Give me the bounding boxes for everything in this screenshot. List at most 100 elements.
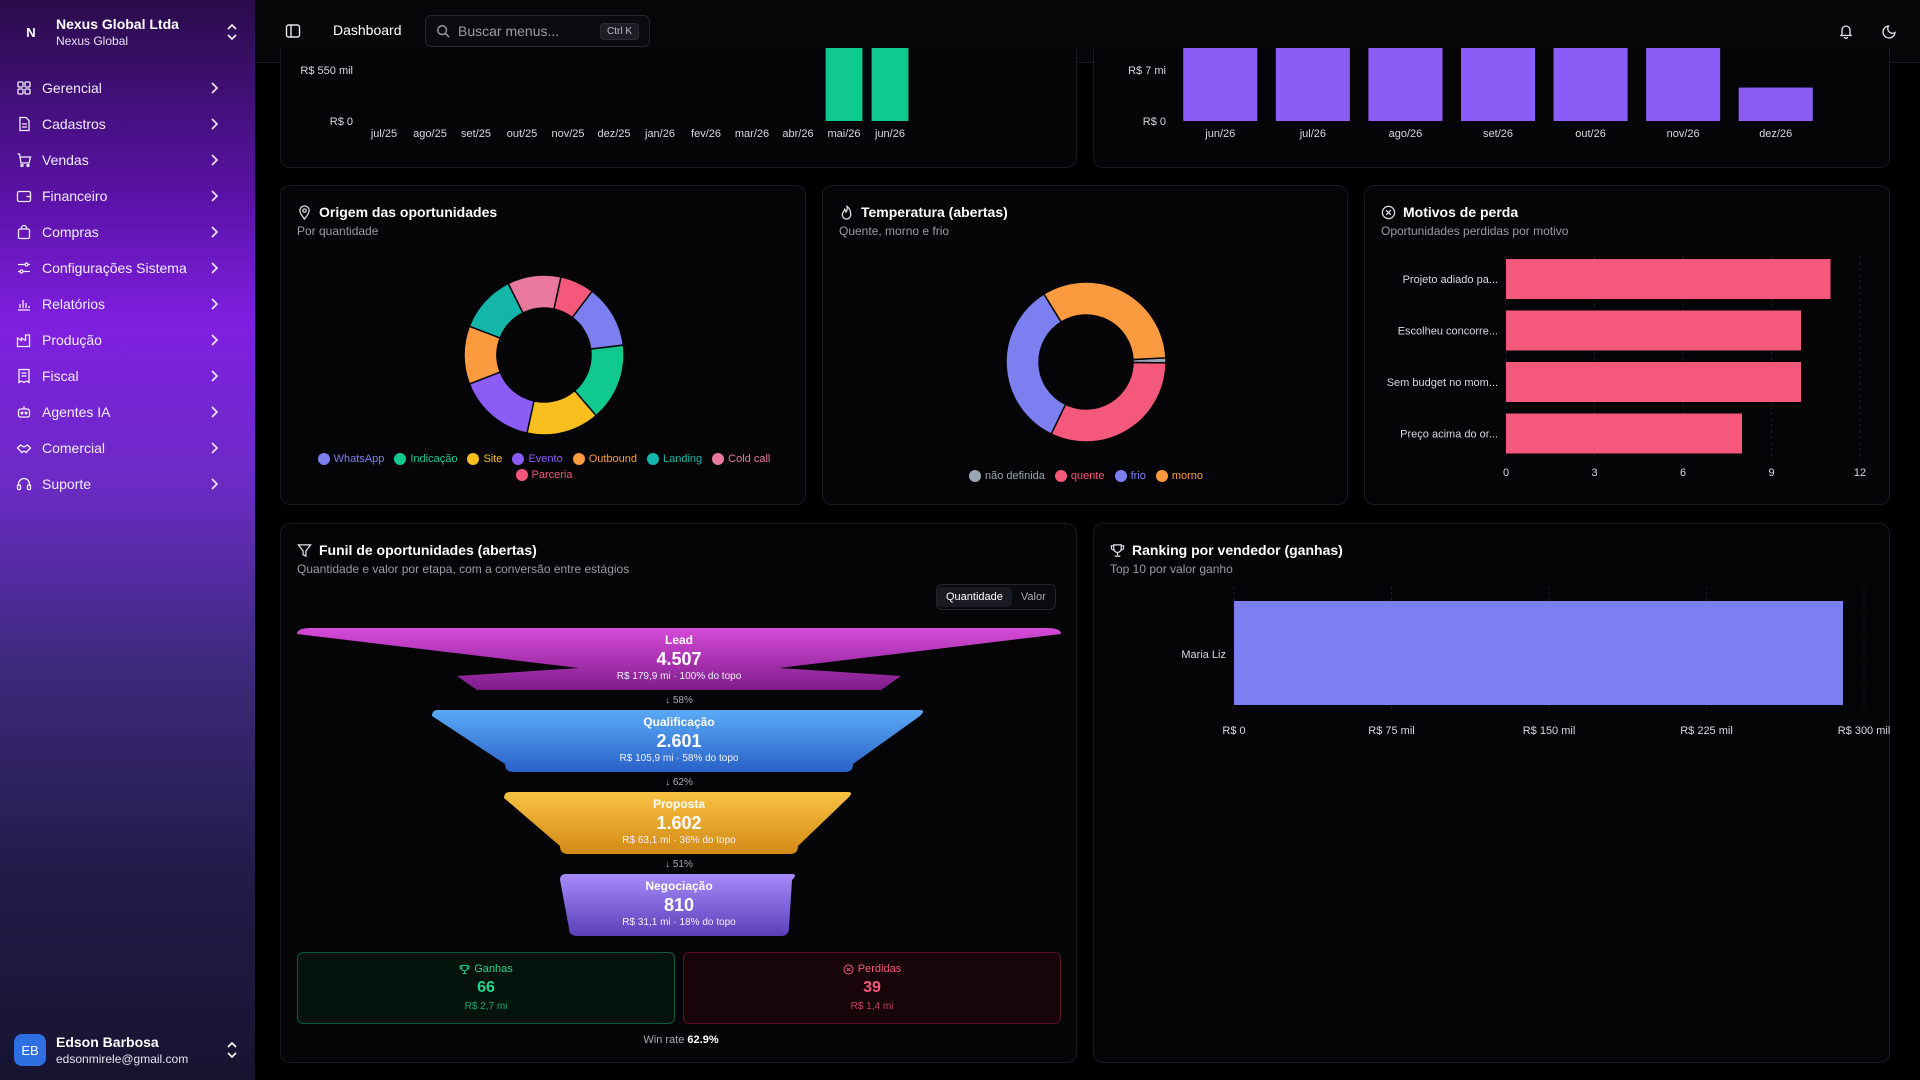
legend-item[interactable]: Outbound bbox=[572, 453, 637, 465]
flame-icon bbox=[841, 204, 852, 220]
legend-item[interactable]: não definida bbox=[968, 470, 1045, 482]
stage-conversion: ↓ 58% bbox=[665, 695, 693, 706]
bar bbox=[1553, 48, 1628, 121]
funnel-title-text: Funil de oportunidades (abertas) bbox=[319, 542, 537, 558]
funnel-stage[interactable] bbox=[504, 792, 851, 854]
bar bbox=[1368, 48, 1443, 121]
legend-label: frio bbox=[1130, 470, 1146, 482]
sidebar-item-fiscal[interactable]: Fiscal bbox=[8, 358, 240, 394]
legend-item[interactable]: Indicação bbox=[394, 453, 457, 465]
x-tick-label: nov/26 bbox=[1667, 128, 1700, 140]
legend-item[interactable]: Landing bbox=[647, 453, 702, 465]
bar bbox=[1506, 310, 1801, 351]
won-box: Ganhas 66 R$ 2,7 mi bbox=[297, 952, 675, 1024]
y-tick-label: R$ 0 bbox=[330, 116, 353, 128]
sidebar-item-gerencial[interactable]: Gerencial bbox=[8, 70, 240, 106]
headset-icon bbox=[16, 477, 32, 491]
temperature-card: Temperatura (abertas) Quente, morno e fr… bbox=[822, 185, 1348, 505]
win-rate-value: 62.9% bbox=[687, 1034, 719, 1046]
chevron-right-icon bbox=[211, 298, 219, 310]
x-tick-label: jan/26 bbox=[644, 128, 675, 140]
funnel-stage[interactable] bbox=[432, 710, 923, 772]
legend-item[interactable]: WhatsApp bbox=[317, 453, 384, 465]
sidebar-item-agentes-ia[interactable]: Agentes IA bbox=[8, 394, 240, 430]
chevron-right-icon bbox=[211, 442, 219, 454]
funnel-stage-label: Qualificação 2.601 R$ 105,9 mi · 58% do to… bbox=[529, 715, 829, 764]
bar bbox=[1506, 362, 1801, 402]
x-tick-label: R$ 75 mil bbox=[1368, 725, 1414, 737]
sidebar-item-comercial[interactable]: Comercial bbox=[8, 430, 240, 466]
legend-swatch bbox=[515, 469, 528, 481]
sidebar-item-label: Gerencial bbox=[42, 80, 102, 96]
stage-value: 1.602 bbox=[656, 813, 702, 833]
x-circle-icon bbox=[1381, 205, 1396, 219]
legend-swatch bbox=[394, 453, 407, 465]
moon-icon[interactable] bbox=[1882, 23, 1898, 39]
legend-item[interactable]: Cold call bbox=[712, 453, 770, 465]
funnel-stage[interactable] bbox=[297, 628, 1061, 690]
pie-slice bbox=[553, 275, 594, 319]
win-rate-label: Win rate bbox=[643, 1034, 685, 1046]
won-label: Ganhas bbox=[474, 963, 513, 975]
bar bbox=[1183, 48, 1258, 121]
sidebar-item-label: Suporte bbox=[42, 476, 92, 492]
legend-label: Parceria bbox=[531, 469, 573, 481]
pie-slice bbox=[468, 371, 535, 435]
chevron-right-icon bbox=[211, 82, 219, 94]
legend-label: Evento bbox=[528, 453, 563, 465]
x-tick-label: jun/26 bbox=[874, 128, 905, 140]
sidebar-nav: Gerencial Cadastros Vendas Financeiro Compra… bbox=[8, 70, 240, 502]
ranking-title: Ranking por vendedor (ganhas) bbox=[1110, 542, 1343, 558]
toggle-value[interactable]: Valor bbox=[1020, 591, 1046, 603]
sidebar-item-financeiro[interactable]: Financeiro bbox=[8, 178, 240, 214]
x-circle-icon bbox=[843, 964, 854, 974]
sidebar-item-suporte[interactable]: Suporte bbox=[8, 466, 240, 502]
stage-meta: R$ 179,9 mi · 100% do topo bbox=[616, 671, 742, 682]
sidebar-item-produ-o[interactable]: Produção bbox=[8, 322, 240, 358]
sidebar-item-vendas[interactable]: Vendas bbox=[8, 142, 240, 178]
y-tick-label: R$ 0 bbox=[1143, 116, 1166, 128]
monthly-bar-chart-card: jul/25 ago/25 set/25 out/25 nov/25 dez/25 jan/… bbox=[280, 48, 1077, 168]
y-tick-label: Sem budget no mom... bbox=[1387, 377, 1498, 389]
stage-name: Lead bbox=[664, 633, 693, 647]
user-menu[interactable]: EB Edson Barbosa edsonmirele@gmail.com bbox=[14, 1030, 240, 1070]
forecast-bar-chart: jun/26 jul/26 ago/26 set/26 out/26 nov/26 dez/… bbox=[1128, 48, 1813, 140]
legend-item[interactable]: morno bbox=[1155, 470, 1203, 482]
sidebar-item-compras[interactable]: Compras bbox=[8, 214, 240, 250]
origin-subtitle: Por quantidade bbox=[297, 224, 379, 238]
chevron-right-icon bbox=[211, 118, 219, 130]
x-tick-label: out/26 bbox=[1575, 128, 1606, 140]
search-input[interactable]: Buscar menus... Ctrl K bbox=[425, 15, 650, 47]
funnel-stage-label: Negociação 810 R$ 31,1 mi · 18% do topo bbox=[529, 879, 829, 928]
x-tick-label: R$ 225 mil bbox=[1680, 725, 1733, 737]
temperature-title-text: Temperatura (abertas) bbox=[861, 204, 1008, 220]
legend-swatch bbox=[647, 453, 660, 465]
legend-swatch bbox=[512, 453, 525, 465]
stage-name: Proposta bbox=[652, 797, 705, 811]
sidebar-item-relat-rios[interactable]: Relatórios bbox=[8, 286, 240, 322]
search-placeholder: Buscar menus... bbox=[458, 23, 560, 39]
funnel-stage[interactable] bbox=[560, 874, 795, 936]
bell-icon[interactable] bbox=[1838, 23, 1854, 39]
sidebar-item-cadastros[interactable]: Cadastros bbox=[8, 106, 240, 142]
org-switcher[interactable]: N Nexus Global Ltda Nexus Global bbox=[14, 12, 240, 52]
legend-item[interactable]: Evento bbox=[512, 453, 563, 465]
y-tick-label: Maria Liz bbox=[1181, 649, 1226, 661]
sidebar-toggle-icon[interactable] bbox=[285, 23, 301, 39]
legend-swatch bbox=[1155, 470, 1168, 482]
legend-item[interactable]: frio bbox=[1114, 470, 1146, 482]
toggle-quantity[interactable]: Quantidade bbox=[937, 587, 1012, 607]
legend-item[interactable]: quente bbox=[1054, 470, 1105, 482]
user-name: Edson Barbosa bbox=[56, 1034, 159, 1050]
stage-name: Qualificação bbox=[643, 715, 715, 729]
sidebar-item-configura-es-sistema[interactable]: Configurações Sistema bbox=[8, 250, 240, 286]
x-tick-label: set/26 bbox=[1483, 128, 1513, 140]
legend-item[interactable]: Parceria bbox=[515, 469, 573, 481]
x-tick-label: R$ 0 bbox=[1222, 725, 1245, 737]
user-email: edsonmirele@gmail.com bbox=[56, 1052, 189, 1066]
legend-item[interactable]: Site bbox=[467, 453, 502, 465]
bar-chart-icon bbox=[18, 300, 30, 311]
chevron-right-icon bbox=[211, 478, 219, 490]
origin-title-text: Origem das oportunidades bbox=[319, 204, 498, 220]
sidebar-item-label: Vendas bbox=[42, 152, 89, 168]
